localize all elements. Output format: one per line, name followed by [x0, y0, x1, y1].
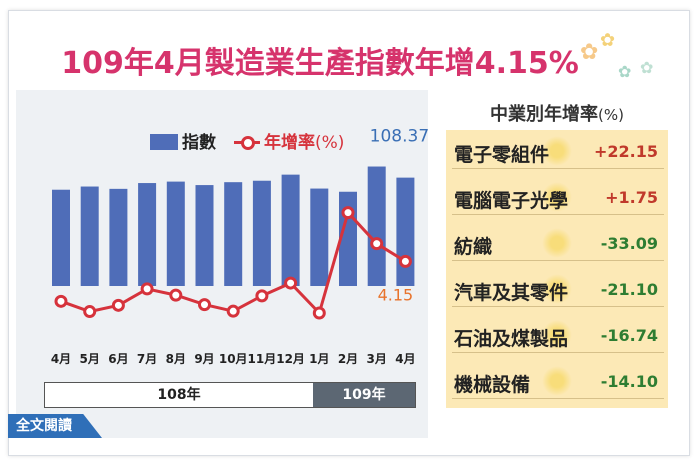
- industry-growth-title: 中業別年增率(%): [446, 100, 668, 126]
- index-bar: [367, 166, 386, 286]
- growth-rate-point: [140, 282, 154, 296]
- industry-name: 紡織: [454, 236, 493, 258]
- industry-value: +1.75: [605, 188, 658, 207]
- growth-rate-point: [111, 298, 125, 312]
- index-bar: [52, 189, 70, 286]
- industry-value: -21.10: [600, 280, 658, 299]
- growth-rate-point: [169, 288, 183, 302]
- industry-name: 機械設備: [454, 374, 531, 396]
- industry-value: -33.09: [600, 234, 658, 253]
- growth-rate-point: [54, 294, 68, 308]
- growth-rate-point: [226, 304, 240, 318]
- growth-rate-point: [284, 276, 298, 290]
- legend-bar-swatch: [150, 134, 178, 150]
- x-tick-label: 8月: [166, 352, 186, 366]
- industry-value: +22.15: [593, 142, 658, 161]
- industry-growth-panel: [446, 130, 668, 408]
- x-tick-label: 2月: [338, 352, 358, 366]
- industry-value: -16.74: [600, 326, 658, 345]
- x-tick-label: 7月: [137, 352, 157, 366]
- legend-index-label: 指數: [182, 133, 216, 153]
- flower-icon: ✿: [580, 40, 599, 65]
- industry-growth-title-text: 中業別年增率: [490, 104, 599, 125]
- sun-icon: [542, 136, 572, 166]
- x-tick-label: 4月: [395, 352, 415, 366]
- industry-row: 電子零組件 +22.15: [452, 134, 664, 169]
- industry-row: 機械設備 -14.10: [452, 364, 664, 399]
- x-tick-label: 11月: [248, 352, 277, 366]
- growth-rate-point: [255, 289, 269, 303]
- legend-growth-label: 年增率: [264, 133, 315, 153]
- industry-row: 電腦電子光學 +1.75: [452, 180, 664, 215]
- growth-rate-point: [83, 305, 97, 319]
- index-bar: [396, 177, 415, 286]
- x-tick-label: 4月: [51, 352, 71, 366]
- x-tick-label: 3月: [367, 352, 387, 366]
- year-axis: 108年 109年: [44, 382, 416, 408]
- industry-value: -14.10: [600, 372, 658, 391]
- industry-row: 石油及煤製品 -16.74: [452, 318, 664, 353]
- index-bar: [310, 188, 329, 286]
- flower-icon: ✿: [600, 30, 616, 51]
- industry-name: 電子零組件: [454, 144, 550, 166]
- growth-rate-point: [198, 298, 211, 312]
- index-bar: [252, 180, 271, 286]
- growth-rate-point: [370, 237, 384, 251]
- x-tick-label: 6月: [108, 352, 128, 366]
- x-tick-label: 1月: [309, 352, 329, 366]
- growth-data-label: 4.15: [378, 285, 414, 304]
- industry-name: 汽車及其零件: [454, 282, 569, 304]
- index-bar: [195, 185, 214, 286]
- industry-name: 電腦電子光學: [454, 190, 569, 212]
- x-tick-label: 12月: [276, 352, 305, 366]
- legend-growth-unit: (%): [315, 133, 345, 153]
- flower-icon: ✿: [640, 58, 654, 77]
- growth-rate-point: [312, 306, 326, 320]
- industry-row: 紡織 -33.09: [452, 226, 664, 261]
- x-tick-label: 9月: [194, 352, 214, 366]
- index-bar: [224, 182, 243, 286]
- year-group-108: 108年: [45, 383, 313, 407]
- year-group-109: 109年: [313, 383, 415, 407]
- industry-growth-unit: (%): [598, 106, 624, 124]
- sun-icon: [542, 228, 572, 258]
- x-tick-label: 5月: [80, 352, 100, 366]
- sun-icon: [542, 320, 572, 350]
- index-bar: [80, 186, 99, 286]
- index-bar: [166, 181, 185, 286]
- sun-icon: [542, 182, 572, 212]
- index-data-label: 108.37: [370, 127, 429, 147]
- legend-line-swatch: [234, 134, 260, 150]
- sun-icon: [542, 366, 572, 396]
- industry-name: 石油及煤製品: [454, 328, 569, 350]
- index-bar: [281, 174, 300, 286]
- chart-legend: 指數 年增率(%): [150, 128, 344, 153]
- x-tick-label: 10月: [219, 352, 248, 366]
- sun-icon: [542, 274, 572, 304]
- industry-row: 汽車及其零件 -21.10: [452, 272, 664, 307]
- index-bar: [109, 188, 128, 286]
- growth-rate-point: [341, 206, 355, 220]
- growth-rate-point: [398, 254, 412, 268]
- flower-icon: ✿: [618, 62, 632, 81]
- page-title: 109年4月製造業生產指數年增4.15%: [61, 46, 579, 81]
- index-bar: [138, 183, 157, 286]
